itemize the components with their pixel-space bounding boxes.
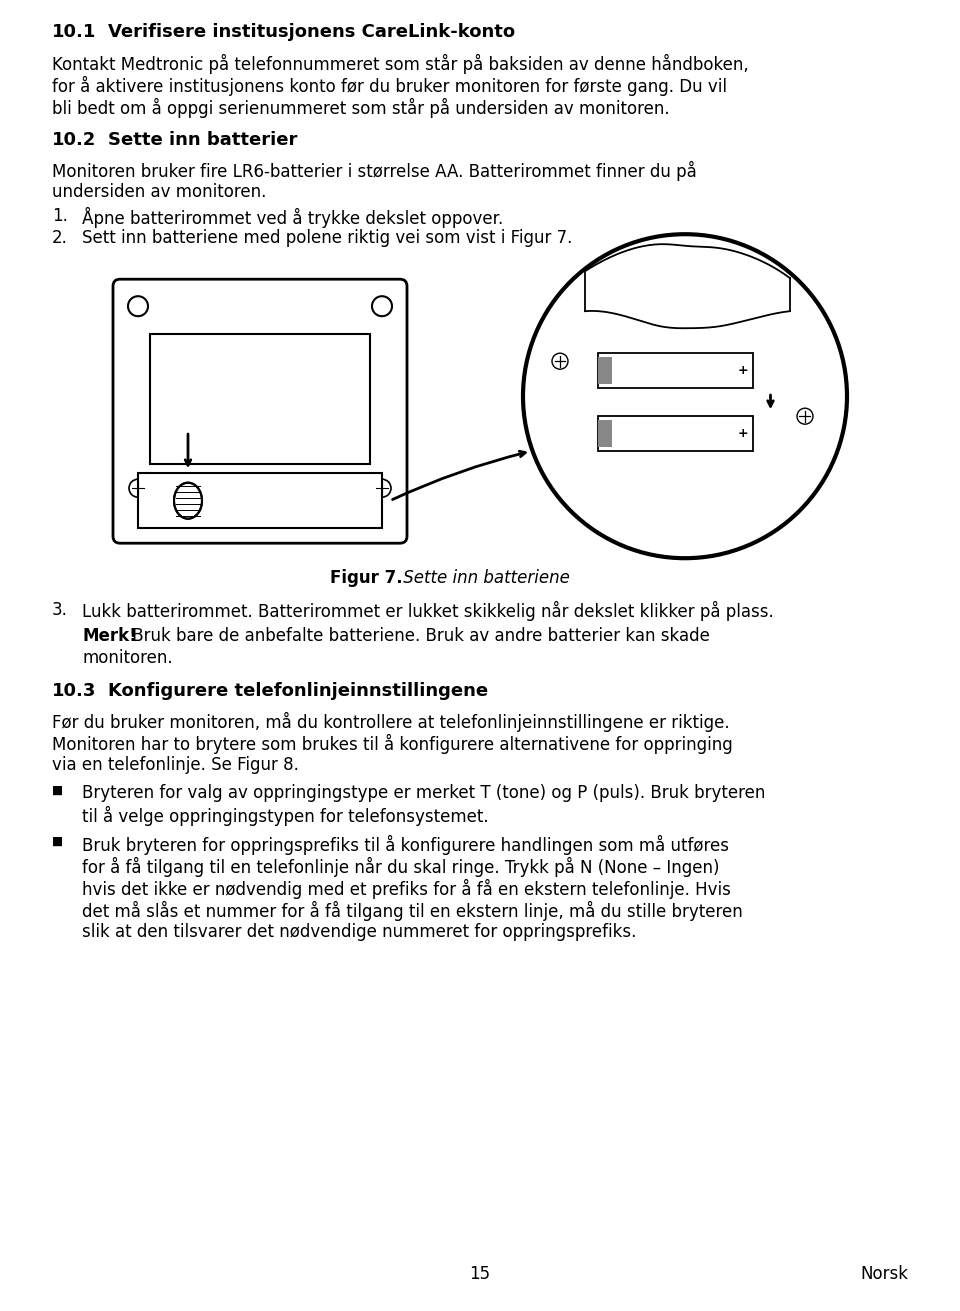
Text: Norsk: Norsk xyxy=(860,1265,908,1283)
Text: +: + xyxy=(737,427,748,440)
Text: +: + xyxy=(737,364,748,378)
Circle shape xyxy=(373,480,391,497)
Text: 2.: 2. xyxy=(52,229,68,248)
Text: for å aktivere institusjonens konto før du bruker monitoren for første gang. Du : for å aktivere institusjonens konto før … xyxy=(52,76,727,96)
Text: Lukk batterirommet. Batterirommet er lukket skikkelig når dekslet klikker på pla: Lukk batterirommet. Batterirommet er luk… xyxy=(82,600,774,621)
Text: Verifisere institusjonens CareLink-konto: Verifisere institusjonens CareLink-konto xyxy=(108,24,516,41)
Text: Figur 7.: Figur 7. xyxy=(330,569,402,587)
Text: 10.3: 10.3 xyxy=(52,682,96,700)
Text: Kontakt Medtronic på telefonnummeret som står på baksiden av denne håndboken,: Kontakt Medtronic på telefonnummeret som… xyxy=(52,54,749,75)
Text: Konfigurere telefonlinjeinnstillingene: Konfigurere telefonlinjeinnstillingene xyxy=(108,682,488,700)
Circle shape xyxy=(552,353,568,370)
Circle shape xyxy=(372,296,392,316)
Bar xyxy=(597,416,753,451)
Bar xyxy=(597,421,612,447)
Text: via en telefonlinje. Se Figur 8.: via en telefonlinje. Se Figur 8. xyxy=(52,756,299,773)
Text: 10.1: 10.1 xyxy=(52,24,96,41)
Bar xyxy=(597,357,612,384)
Text: 15: 15 xyxy=(469,1265,491,1283)
Text: ■: ■ xyxy=(52,835,63,848)
Bar xyxy=(597,353,753,388)
Text: 1.: 1. xyxy=(52,207,68,225)
Text: Bryteren for valg av oppringingstype er merket T (tone) og P (puls). Bruk bryter: Bryteren for valg av oppringingstype er … xyxy=(82,784,765,802)
Ellipse shape xyxy=(174,482,202,519)
Text: Åpne batterirommet ved å trykke dekslet oppover.: Åpne batterirommet ved å trykke dekslet … xyxy=(82,207,503,228)
Bar xyxy=(138,473,382,528)
Text: Før du bruker monitoren, må du kontrollere at telefonlinjeinnstillingene er rikt: Før du bruker monitoren, må du kontrolle… xyxy=(52,712,730,732)
Circle shape xyxy=(523,235,847,558)
Text: for å få tilgang til en telefonlinje når du skal ringe. Trykk på N (None – Ingen: for å få tilgang til en telefonlinje når… xyxy=(82,857,719,877)
Text: Monitoren bruker fire LR6-batterier i størrelse AA. Batterirommet finner du på: Monitoren bruker fire LR6-batterier i st… xyxy=(52,161,697,181)
Text: slik at den tilsvarer det nødvendige nummeret for oppringsprefiks.: slik at den tilsvarer det nødvendige num… xyxy=(82,923,636,941)
Text: Bruk bare de anbefalte batteriene. Bruk av andre batterier kan skade: Bruk bare de anbefalte batteriene. Bruk … xyxy=(127,627,709,645)
Text: ■: ■ xyxy=(52,784,63,797)
Text: 10.2: 10.2 xyxy=(52,131,96,148)
Bar xyxy=(150,334,370,464)
Text: Sette inn batteriene: Sette inn batteriene xyxy=(398,569,570,587)
FancyBboxPatch shape xyxy=(113,279,407,543)
Text: Sette inn batterier: Sette inn batterier xyxy=(108,131,298,148)
Circle shape xyxy=(128,296,148,316)
Text: 3.: 3. xyxy=(52,600,68,619)
Text: Merk!: Merk! xyxy=(82,627,136,645)
Text: Sett inn batteriene med polene riktig vei som vist i Figur 7.: Sett inn batteriene med polene riktig ve… xyxy=(82,229,572,248)
Text: monitoren.: monitoren. xyxy=(82,649,173,667)
Text: bli bedt om å oppgi serienummeret som står på undersiden av monitoren.: bli bedt om å oppgi serienummeret som st… xyxy=(52,98,670,118)
Text: hvis det ikke er nødvendig med et prefiks for å få en ekstern telefonlinje. Hvis: hvis det ikke er nødvendig med et prefik… xyxy=(82,878,731,899)
Circle shape xyxy=(129,480,147,497)
Text: til å velge oppringingstypen for telefonsystemet.: til å velge oppringingstypen for telefon… xyxy=(82,806,489,826)
Circle shape xyxy=(797,408,813,425)
Text: undersiden av monitoren.: undersiden av monitoren. xyxy=(52,182,266,201)
Text: det må slås et nummer for å få tilgang til en ekstern linje, må du stille bryter: det må slås et nummer for å få tilgang t… xyxy=(82,901,743,922)
Text: Bruk bryteren for oppringsprefiks til å konfigurere handlingen som må utføres: Bruk bryteren for oppringsprefiks til å … xyxy=(82,835,729,855)
Text: Monitoren har to brytere som brukes til å konfigurere alternativene for oppringi: Monitoren har to brytere som brukes til … xyxy=(52,734,732,754)
